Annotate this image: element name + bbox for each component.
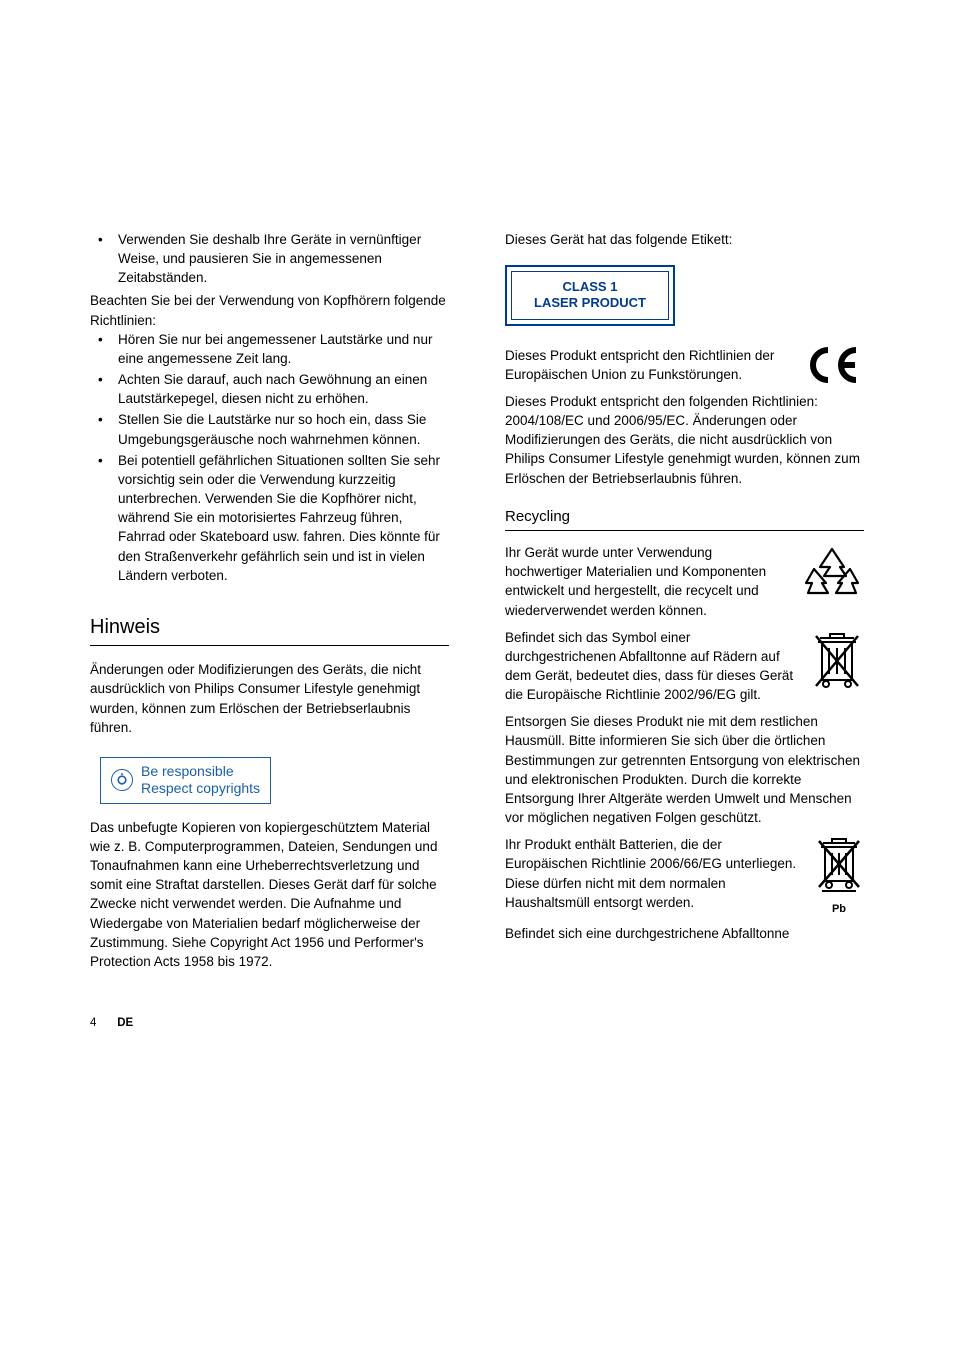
list-item: Bei potentiell gefährlichen Situationen … xyxy=(118,451,449,585)
wheelie-bin-icon xyxy=(810,628,864,697)
list-item: Stellen Sie die Lautstärke nur so hoch e… xyxy=(118,410,449,448)
label-intro: Dieses Gerät hat das folgende Etikett: xyxy=(505,230,864,249)
copyright-paragraph: Das unbefugte Kopieren von kopiergeschüt… xyxy=(90,818,449,971)
respect-copyrights-logo: Be responsible Respect copyrights xyxy=(100,757,271,804)
list-item: Verwenden Sie deshalb Ihre Geräte in ver… xyxy=(118,230,449,287)
intro-bullet-list: Verwenden Sie deshalb Ihre Geräte in ver… xyxy=(90,230,449,287)
laser-product-label: CLASS 1 LASER PRODUCT xyxy=(505,265,864,326)
headphone-guidelines-heading: Beachten Sie bei der Verwendung von Kopf… xyxy=(90,291,449,329)
recycling-heading: Recycling xyxy=(505,506,864,531)
recycling-p4: Ihr Produkt enthält Batterien, die der E… xyxy=(505,835,864,912)
list-item: Hören Sie nur bei angemessener Lautstärk… xyxy=(118,330,449,368)
directives-paragraph: Dieses Produkt entspricht den folgenden … xyxy=(505,392,864,488)
recycling-p3: Entsorgen Sie dieses Produkt nie mit dem… xyxy=(505,712,864,827)
hinweis-heading: Hinweis xyxy=(90,613,449,646)
ce-mark-icon xyxy=(808,346,862,389)
left-column: Verwenden Sie deshalb Ihre Geräte in ver… xyxy=(90,230,449,979)
hinweis-paragraph: Änderungen oder Modifizierungen des Gerä… xyxy=(90,660,449,737)
page-number: 4 xyxy=(90,1015,114,1031)
list-item: Achten Sie darauf, auch nach Gewöhnung a… xyxy=(118,370,449,408)
wheelie-bin-pb-icon: Pb xyxy=(814,835,864,918)
copyright-circle-icon xyxy=(111,769,133,791)
pb-label: Pb xyxy=(814,902,864,918)
page-footer: 4 DE xyxy=(90,1015,864,1031)
language-code: DE xyxy=(117,1017,133,1029)
right-column: Dieses Gerät hat das folgende Etikett: C… xyxy=(505,230,864,979)
headphone-guidelines-list: Hören Sie nur bei angemessener Lautstärk… xyxy=(90,330,449,585)
recycle-arrows-icon xyxy=(800,543,864,606)
copyright-logo-text: Be responsible Respect copyrights xyxy=(141,763,260,798)
recycling-p5: Befindet sich eine durchgestrichene Abfa… xyxy=(505,924,864,943)
